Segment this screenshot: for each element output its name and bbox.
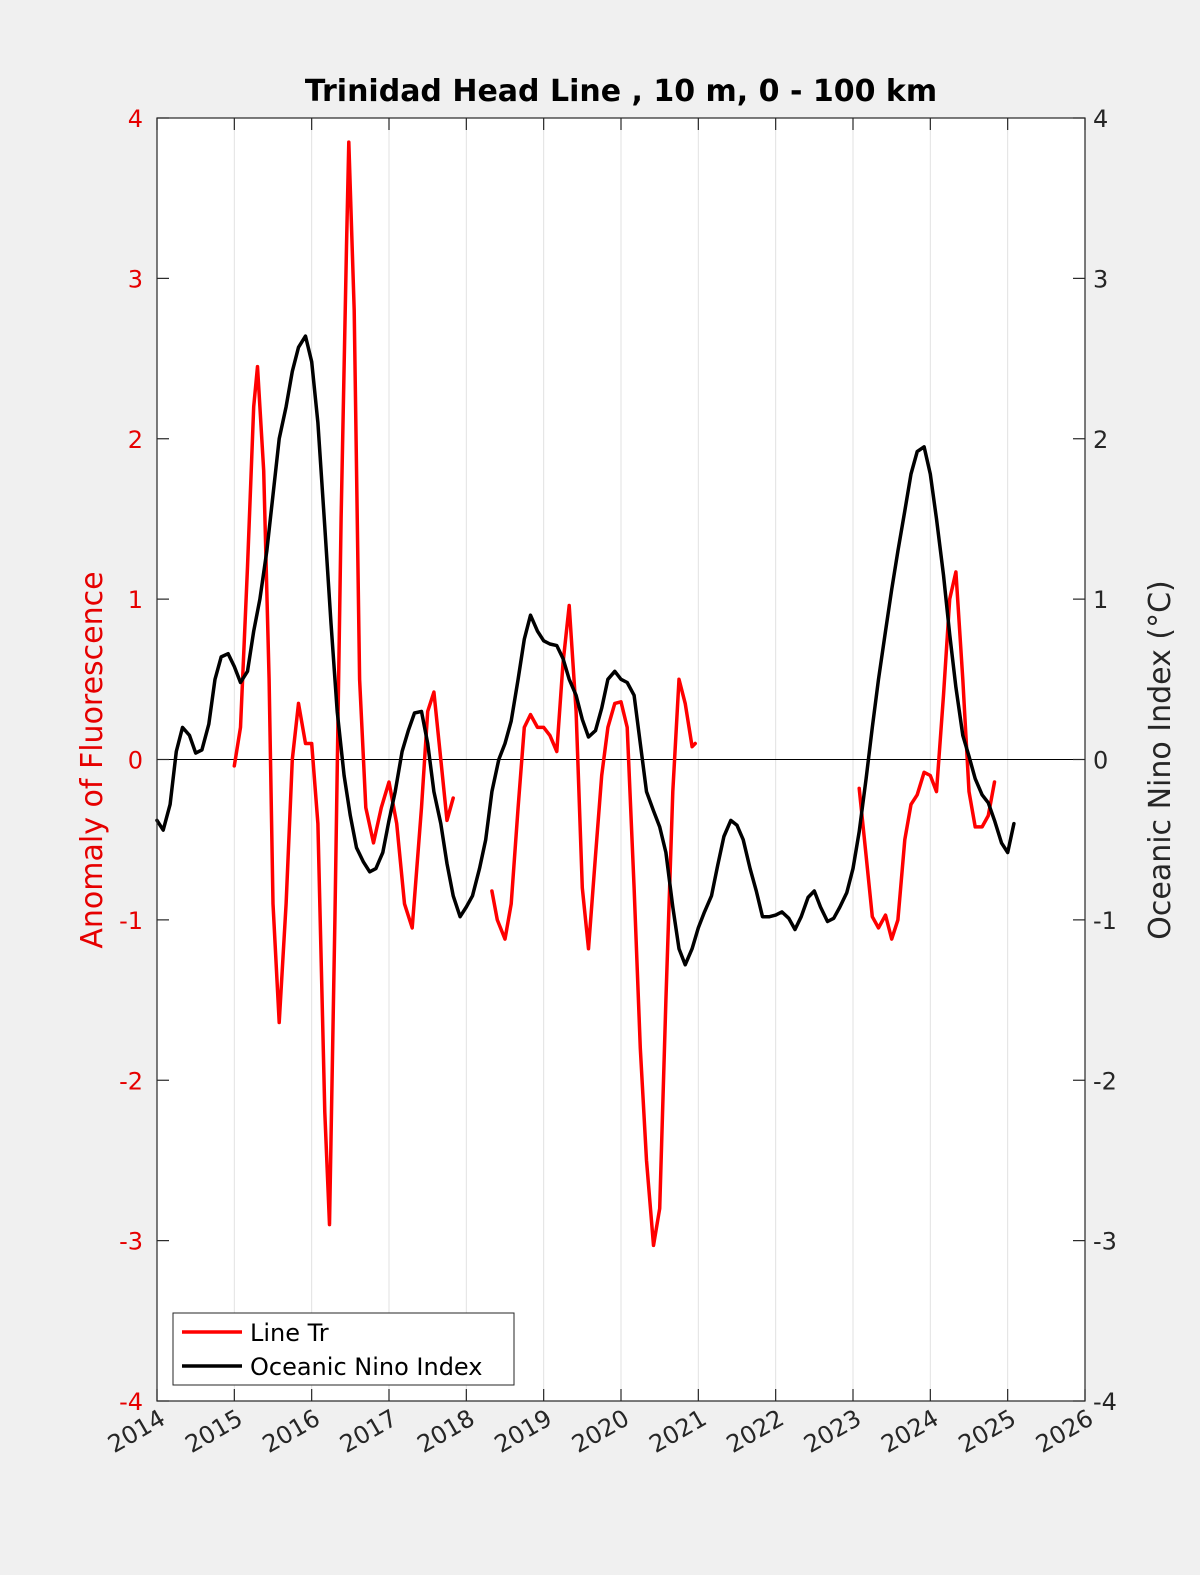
left-tick-label: -4 bbox=[119, 1388, 143, 1416]
left-tick-label: -2 bbox=[119, 1067, 143, 1095]
series-oni-segment-0 bbox=[155, 334, 1016, 967]
left-tick-label: 0 bbox=[128, 747, 143, 775]
right-tick-label: 0 bbox=[1093, 747, 1108, 775]
y-axis-label-left: Anomaly of Fluorescence bbox=[75, 571, 110, 948]
legend-box bbox=[172, 1312, 515, 1386]
left-tick-label: 3 bbox=[128, 265, 143, 293]
left-tick-label: -3 bbox=[119, 1228, 143, 1256]
left-tick-label: 2 bbox=[128, 426, 143, 454]
right-tick-label: 1 bbox=[1093, 586, 1108, 614]
chart-title: Trinidad Head Line , 10 m, 0 - 100 km bbox=[305, 74, 937, 109]
left-y-axis: 4 3 2 1 0 -1 -2 -3 -4 bbox=[119, 105, 169, 1416]
right-y-axis: 4 3 2 1 0 -1 -2 -3 -4 bbox=[1073, 105, 1117, 1416]
right-tick-label: -3 bbox=[1093, 1228, 1117, 1256]
left-tick-label: -1 bbox=[119, 907, 143, 935]
right-tick-label: -2 bbox=[1093, 1067, 1117, 1095]
legend-label-line-tr: Line Tr bbox=[250, 1319, 329, 1347]
y-axis-label-right: Oceanic Nino Index (°C) bbox=[1143, 580, 1178, 940]
right-tick-label: -4 bbox=[1093, 1388, 1117, 1416]
left-tick-label: 1 bbox=[128, 586, 143, 614]
left-tick-label: 4 bbox=[128, 105, 143, 133]
legend: Line Tr Oceanic Nino Index bbox=[172, 1312, 515, 1386]
right-tick-label: 3 bbox=[1093, 265, 1108, 293]
right-tick-label: 2 bbox=[1093, 426, 1108, 454]
right-tick-label: 4 bbox=[1093, 105, 1108, 133]
right-tick-label: -1 bbox=[1093, 907, 1117, 935]
legend-label-oni: Oceanic Nino Index bbox=[250, 1353, 482, 1381]
series-line-tr-segment-2 bbox=[857, 570, 997, 941]
series-line-tr-segment-1 bbox=[490, 603, 697, 1248]
series-layer bbox=[155, 140, 1016, 1248]
